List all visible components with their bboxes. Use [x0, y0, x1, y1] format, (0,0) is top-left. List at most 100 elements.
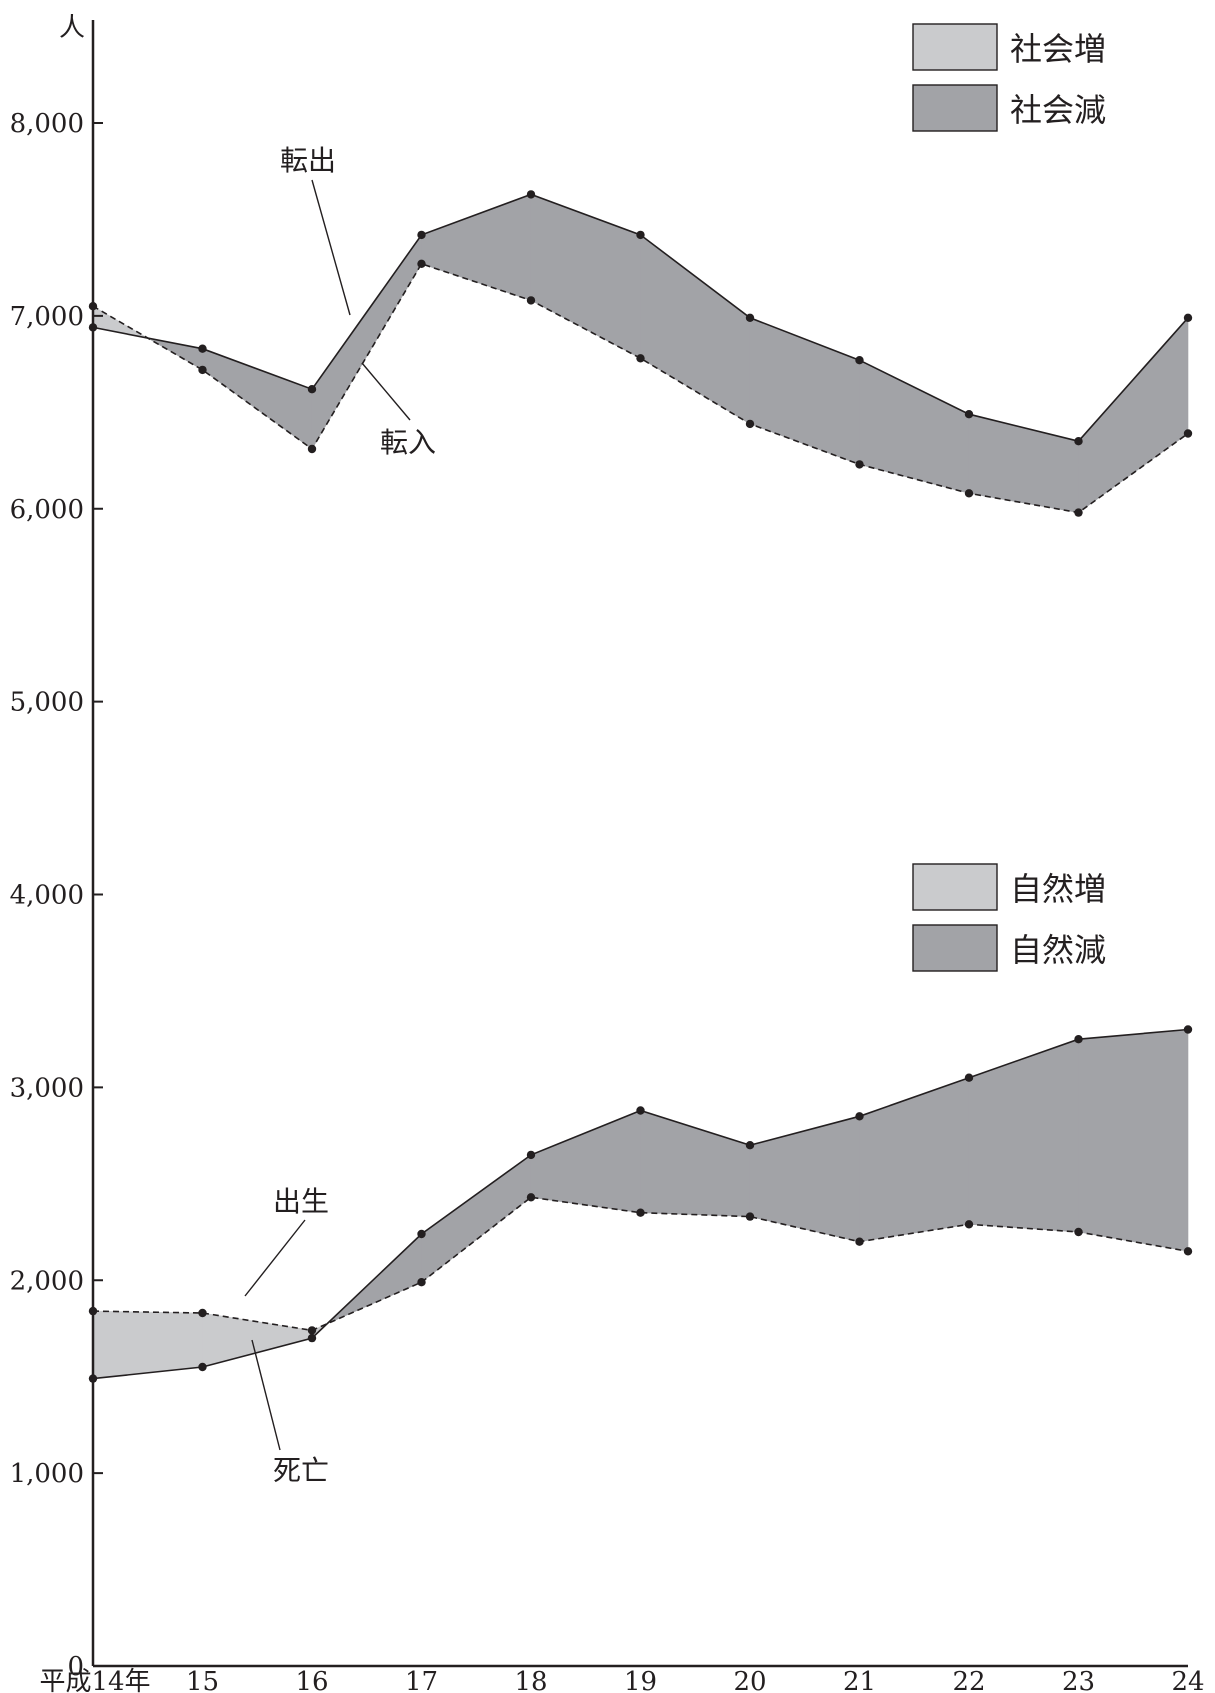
- legend-label: 自然減: [1010, 931, 1106, 969]
- x-tick-label: 22: [952, 1667, 985, 1693]
- x-tick-label: 20: [733, 1667, 766, 1693]
- y-tick-label: 2,000: [10, 1266, 84, 1296]
- y-tick-label: 4,000: [10, 881, 84, 911]
- x-tick-label: 19: [624, 1667, 657, 1693]
- data-point: [307, 385, 317, 394]
- decrease-area: [202, 348, 313, 450]
- data-point: [307, 1326, 317, 1335]
- decrease-area: [1078, 317, 1189, 514]
- axes: 人 0 1,000 2,000 3,000 4,000 5,000 6,000 7,000 8,0…: [10, 13, 1205, 1693]
- callout-label-shibou: 死亡: [273, 1454, 329, 1487]
- data-point: [526, 190, 536, 199]
- data-point: [636, 230, 645, 240]
- y-tick-label: 3,000: [10, 1073, 84, 1103]
- y-axis-unit: 人: [59, 13, 85, 43]
- x-tick-label: 17: [405, 1667, 438, 1693]
- data-point: [745, 1212, 755, 1221]
- data-point: [417, 259, 426, 268]
- data-point: [307, 1333, 317, 1343]
- data-points: [88, 190, 1193, 1383]
- legend-label: 社会増: [1010, 30, 1106, 68]
- data-point: [1074, 1227, 1083, 1237]
- decrease-area: [640, 1110, 751, 1217]
- data-point: [745, 1141, 755, 1150]
- data-point: [1183, 1025, 1193, 1034]
- data-point: [417, 230, 426, 240]
- decrease-area: [859, 359, 970, 494]
- legend-swatch: [912, 924, 998, 972]
- x-tick-label: 平成14年: [39, 1667, 150, 1693]
- decrease-area: [749, 1115, 860, 1243]
- data-point: [855, 1237, 864, 1246]
- area-fills: [92, 193, 1189, 1379]
- data-point: [198, 365, 207, 375]
- callout-label-tenshutsu: 転出: [280, 144, 336, 177]
- data-point: [1183, 429, 1193, 438]
- data-point: [417, 1278, 426, 1287]
- data-point: [964, 489, 974, 498]
- data-point: [526, 1150, 536, 1160]
- data-point: [636, 1106, 645, 1115]
- data-point: [745, 313, 755, 322]
- decrease-area: [859, 1077, 970, 1243]
- x-tick-label: 21: [843, 1667, 876, 1693]
- y-tick-label: 0: [67, 1652, 84, 1682]
- decrease-area: [640, 234, 751, 425]
- legend-swatch: [912, 863, 998, 911]
- x-tick-label: 24: [1171, 1667, 1204, 1693]
- data-point: [198, 1362, 207, 1372]
- data-point: [1074, 437, 1083, 446]
- data-point: [636, 354, 645, 363]
- callout-leader-line: [244, 1219, 306, 1297]
- data-point: [526, 1193, 536, 1202]
- callout-leader-line: [251, 1339, 281, 1451]
- data-point: [1074, 1035, 1083, 1044]
- decrease-area: [311, 233, 422, 451]
- y-tick-label: 6,000: [10, 495, 84, 525]
- x-tick-label: 18: [514, 1667, 547, 1693]
- data-point: [964, 1220, 974, 1229]
- y-tick-label: 1,000: [10, 1459, 84, 1489]
- decrease-area: [421, 193, 532, 301]
- data-point: [198, 344, 207, 353]
- decrease-area: [968, 1038, 1079, 1233]
- decrease-area: [530, 193, 641, 359]
- x-tick-label: 16: [295, 1667, 328, 1693]
- y-tick-label: 5,000: [10, 688, 84, 718]
- x-tick-label: 23: [1062, 1667, 1095, 1693]
- data-point: [1074, 508, 1083, 517]
- data-point: [307, 444, 317, 454]
- series-line-natural-0: [92, 1196, 1189, 1332]
- x-tick-label: 15: [186, 1667, 219, 1693]
- callout-label-tennyu: 転入: [380, 426, 436, 459]
- decrease-area: [421, 1154, 532, 1283]
- legend-label: 自然増: [1010, 870, 1106, 908]
- decrease-area: [530, 1110, 641, 1214]
- series-line-social-1: [92, 262, 1189, 514]
- callout-leader-line: [311, 179, 351, 316]
- decrease-area: [968, 413, 1079, 513]
- data-point: [1183, 313, 1193, 322]
- data-point: [636, 1208, 645, 1217]
- legend-swatch: [912, 23, 998, 71]
- data-point: [198, 1308, 207, 1318]
- y-tick-label: 7,000: [10, 302, 84, 332]
- callout-label-shussei: 出生: [273, 1185, 329, 1218]
- y-tick-label: 8,000: [10, 109, 84, 139]
- data-point: [855, 356, 864, 365]
- data-point: [855, 1112, 864, 1121]
- decrease-area: [1078, 1029, 1189, 1252]
- callout-leader-line: [361, 362, 411, 421]
- data-point: [855, 460, 864, 469]
- data-point: [964, 1073, 974, 1082]
- legend-swatch: [912, 84, 998, 132]
- legend-label: 社会減: [1010, 91, 1106, 129]
- data-point: [964, 410, 974, 419]
- data-point: [1183, 1247, 1193, 1256]
- data-point: [526, 296, 536, 305]
- data-point: [745, 419, 755, 429]
- data-point: [417, 1229, 426, 1239]
